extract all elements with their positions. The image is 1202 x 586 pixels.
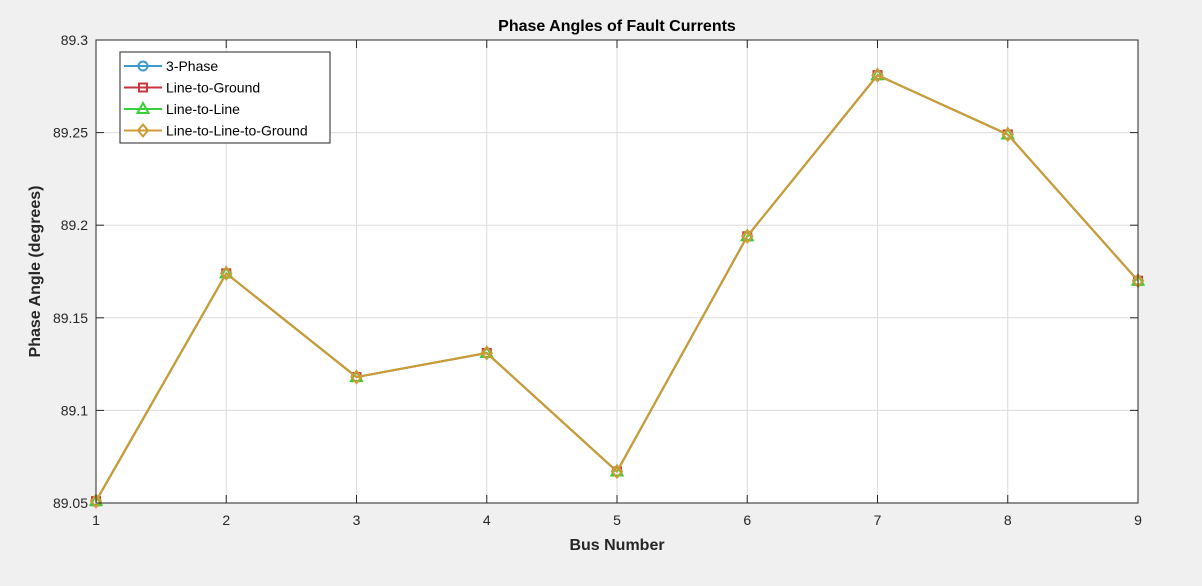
y-tick-label: 89.05 (53, 495, 88, 511)
legend-marker (138, 82, 148, 93)
data-point (609, 463, 625, 477)
x-axis-title: Bus Number (569, 537, 664, 554)
x-tick-label: 2 (222, 512, 230, 528)
x-tick-label: 8 (1004, 512, 1012, 528)
x-tick-label: 6 (743, 512, 751, 528)
legend-marker (135, 100, 151, 114)
axis-ticks: 1 2 3 4 5 6 7 8 9 89.05 89.1 89.15 89.2 89.25 89.3 (53, 32, 1142, 528)
legend-label: Line-to-Line-to-Ground (166, 123, 308, 139)
x-tick-label: 5 (613, 512, 621, 528)
series-line (95, 74, 1139, 502)
legend-item[interactable]: 3-Phase (124, 58, 218, 74)
series-line-to-line-to-ground (89, 67, 1145, 509)
legend[interactable]: 3-Phase Line-to-Ground Line-to-Line Line-to… (119, 51, 331, 144)
data-point (219, 265, 234, 279)
legend-label: Line-to-Ground (166, 80, 260, 96)
chart-title: Phase Angles of Fault Currents (498, 18, 736, 35)
legend-marker (136, 122, 150, 139)
legend-label: Line-to-Line (166, 101, 240, 117)
data-point (350, 369, 363, 385)
y-tick-label: 89.2 (61, 217, 88, 233)
y-axis-title: Phase Angle (degrees) (27, 186, 44, 358)
legend-marker (137, 60, 149, 72)
data-point (870, 67, 885, 81)
y-tick-label: 89.25 (53, 125, 88, 141)
y-tick-label: 89.3 (61, 32, 88, 48)
y-tick-label: 89.15 (53, 310, 88, 326)
legend-box (119, 51, 331, 144)
data-point (740, 228, 754, 244)
legend-item[interactable]: Line-to-Ground (124, 80, 260, 96)
data-point (219, 265, 233, 281)
legend-item[interactable]: Line-to-Line-to-Ground (124, 123, 308, 139)
data-point (740, 228, 755, 242)
x-tick-label: 4 (483, 512, 491, 528)
data-point (89, 493, 103, 509)
data-point (480, 345, 494, 361)
data-point (479, 344, 494, 358)
data-point (88, 493, 104, 507)
data-point (610, 463, 624, 480)
series-group (88, 67, 1146, 509)
x-tick-label: 1 (92, 512, 100, 528)
x-tick-label: 7 (874, 512, 882, 528)
data-point (871, 67, 884, 83)
x-tick-label: 9 (1134, 512, 1142, 528)
data-point (1001, 126, 1015, 143)
y-tick-label: 89.1 (61, 402, 88, 418)
legend-item[interactable]: Line-to-Line (124, 100, 240, 117)
legend-label: 3-Phase (166, 58, 218, 74)
x-tick-label: 3 (353, 512, 361, 528)
